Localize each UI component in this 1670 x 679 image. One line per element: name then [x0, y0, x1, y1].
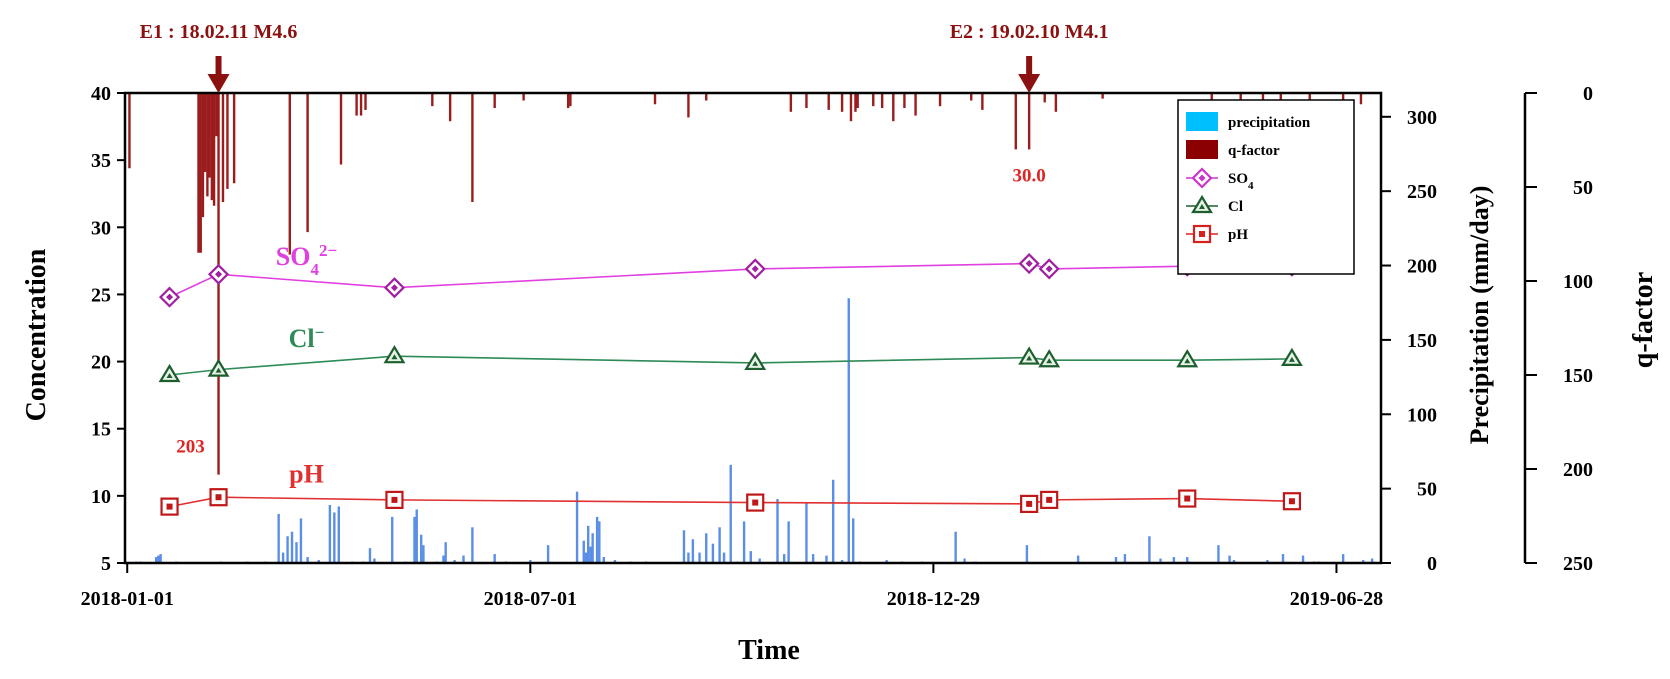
legend-swatch-marker [1191, 194, 1213, 214]
qfactor-value-label: 30.0 [1013, 165, 1046, 186]
plot-bars-layer [128, 93, 1374, 563]
ph-marker [385, 490, 404, 509]
plot-lines-layer [158, 252, 1303, 516]
event-arrow-head [1018, 74, 1041, 93]
event-marker: E2 : 19.02.10 M4.1 [950, 21, 1109, 93]
cl-curve-label: Cl− [289, 322, 325, 353]
precip-tick-label: 200 [1407, 256, 1437, 278]
x-tick-label: 2018-01-01 [81, 588, 174, 610]
legend: precipitation q-factor SO4 Cl pH [1177, 99, 1355, 275]
qfactor-tick-label: 250 [1563, 553, 1593, 575]
legend-entry: pH [1186, 224, 1248, 244]
y-axis-title-qfactor: q-factor [1628, 272, 1659, 368]
event-marker: E1 : 18.02.11 M4.6 [140, 21, 298, 93]
ph-marker [160, 497, 179, 516]
so4-marker [1018, 252, 1040, 275]
ph-marker [1020, 494, 1039, 514]
ph-series-line [169, 496, 1292, 508]
event-arrow-head [207, 74, 230, 93]
cl-marker [1038, 349, 1061, 368]
qfactor-tick-label: 50 [1573, 177, 1593, 199]
legend-label: pH [1228, 227, 1248, 243]
y-tick-label: 35 [91, 150, 111, 172]
y-tick-label: 40 [91, 83, 111, 105]
y-axis-title-left: Concentration [21, 248, 52, 421]
legend-entry: SO4 [1186, 167, 1254, 192]
qfactor-tick-label: 200 [1563, 459, 1593, 481]
event-label: E1 : 18.02.11 M4.6 [140, 21, 298, 43]
cl-marker [158, 363, 181, 383]
precip-tick-label: 0 [1427, 553, 1437, 575]
plot-frame [123, 91, 1383, 565]
x-tick-label: 2018-07-01 [484, 588, 577, 610]
y-tick-label: 25 [91, 284, 111, 306]
cl-marker [1176, 349, 1199, 368]
qfactor-tick-label: 0 [1583, 83, 1593, 105]
annotations-layer: E1 : 18.02.11 M4.6 E2 : 19.02.10 M4.1 203 3… [140, 21, 1109, 489]
so4-marker [1038, 258, 1060, 280]
ph-marker [209, 488, 228, 507]
precip-tick-label: 100 [1407, 404, 1437, 426]
precip-tick-label: 50 [1417, 479, 1437, 501]
so4-series-line [169, 262, 1292, 298]
legend-entry: Cl [1186, 194, 1243, 215]
cl-marker [744, 351, 767, 371]
x-tick-label: 2018-12-29 [887, 588, 980, 610]
legend-entry: precipitation [1186, 112, 1311, 131]
legend-entry: q-factor [1186, 140, 1280, 159]
qfactor-tick-label: 150 [1563, 365, 1593, 387]
event-label: E2 : 19.02.10 M4.1 [950, 21, 1109, 43]
qfactor-tick-label: 100 [1563, 271, 1593, 293]
precip-tick-label: 250 [1407, 181, 1437, 203]
so4-marker [207, 263, 230, 285]
legend-label: SO4 [1228, 171, 1254, 192]
legend-swatch-marker [1191, 167, 1213, 189]
ph-marker [1282, 492, 1302, 511]
legend-swatch-marker [1192, 224, 1212, 244]
y-tick-label: 20 [91, 352, 111, 374]
so4-marker [744, 258, 766, 280]
cl-marker [1018, 346, 1041, 365]
ph-marker [1040, 490, 1059, 509]
legend-label: q-factor [1228, 143, 1280, 159]
so4-curve-label: SO42− [276, 241, 337, 279]
axes-layer: 5 10 15 20 25 30 35 40 0 50 100 150 200 250 300 0 50 100 1… [81, 83, 1593, 610]
precip-tick-label: 300 [1407, 107, 1437, 129]
cl-marker [207, 358, 230, 377]
y-tick-label: 15 [91, 419, 111, 441]
y-tick-label: 10 [91, 486, 111, 508]
qfactor-value-label: 203 [176, 437, 205, 458]
precip-tick-label: 150 [1407, 330, 1437, 352]
ph-curve-label: pH [289, 460, 324, 489]
x-axis-title: Time [738, 635, 800, 666]
so4-marker [158, 286, 181, 308]
y-axis-title-precipitation: Precipitation (mm/day) [1465, 186, 1494, 445]
legend-label: precipitation [1228, 115, 1311, 131]
cl-series-line [169, 355, 1292, 376]
ph-marker [746, 493, 765, 512]
so4-marker [383, 277, 406, 299]
cl-marker [383, 345, 406, 364]
y-tick-label: 5 [101, 553, 111, 575]
legend-label: Cl [1228, 199, 1243, 215]
legend-swatch [1186, 140, 1218, 159]
legend-swatch [1186, 112, 1218, 131]
y-tick-label: 30 [91, 217, 111, 239]
x-tick-label: 2019-06-28 [1290, 588, 1383, 610]
ph-marker [1178, 489, 1197, 508]
cl-marker [1280, 347, 1303, 366]
